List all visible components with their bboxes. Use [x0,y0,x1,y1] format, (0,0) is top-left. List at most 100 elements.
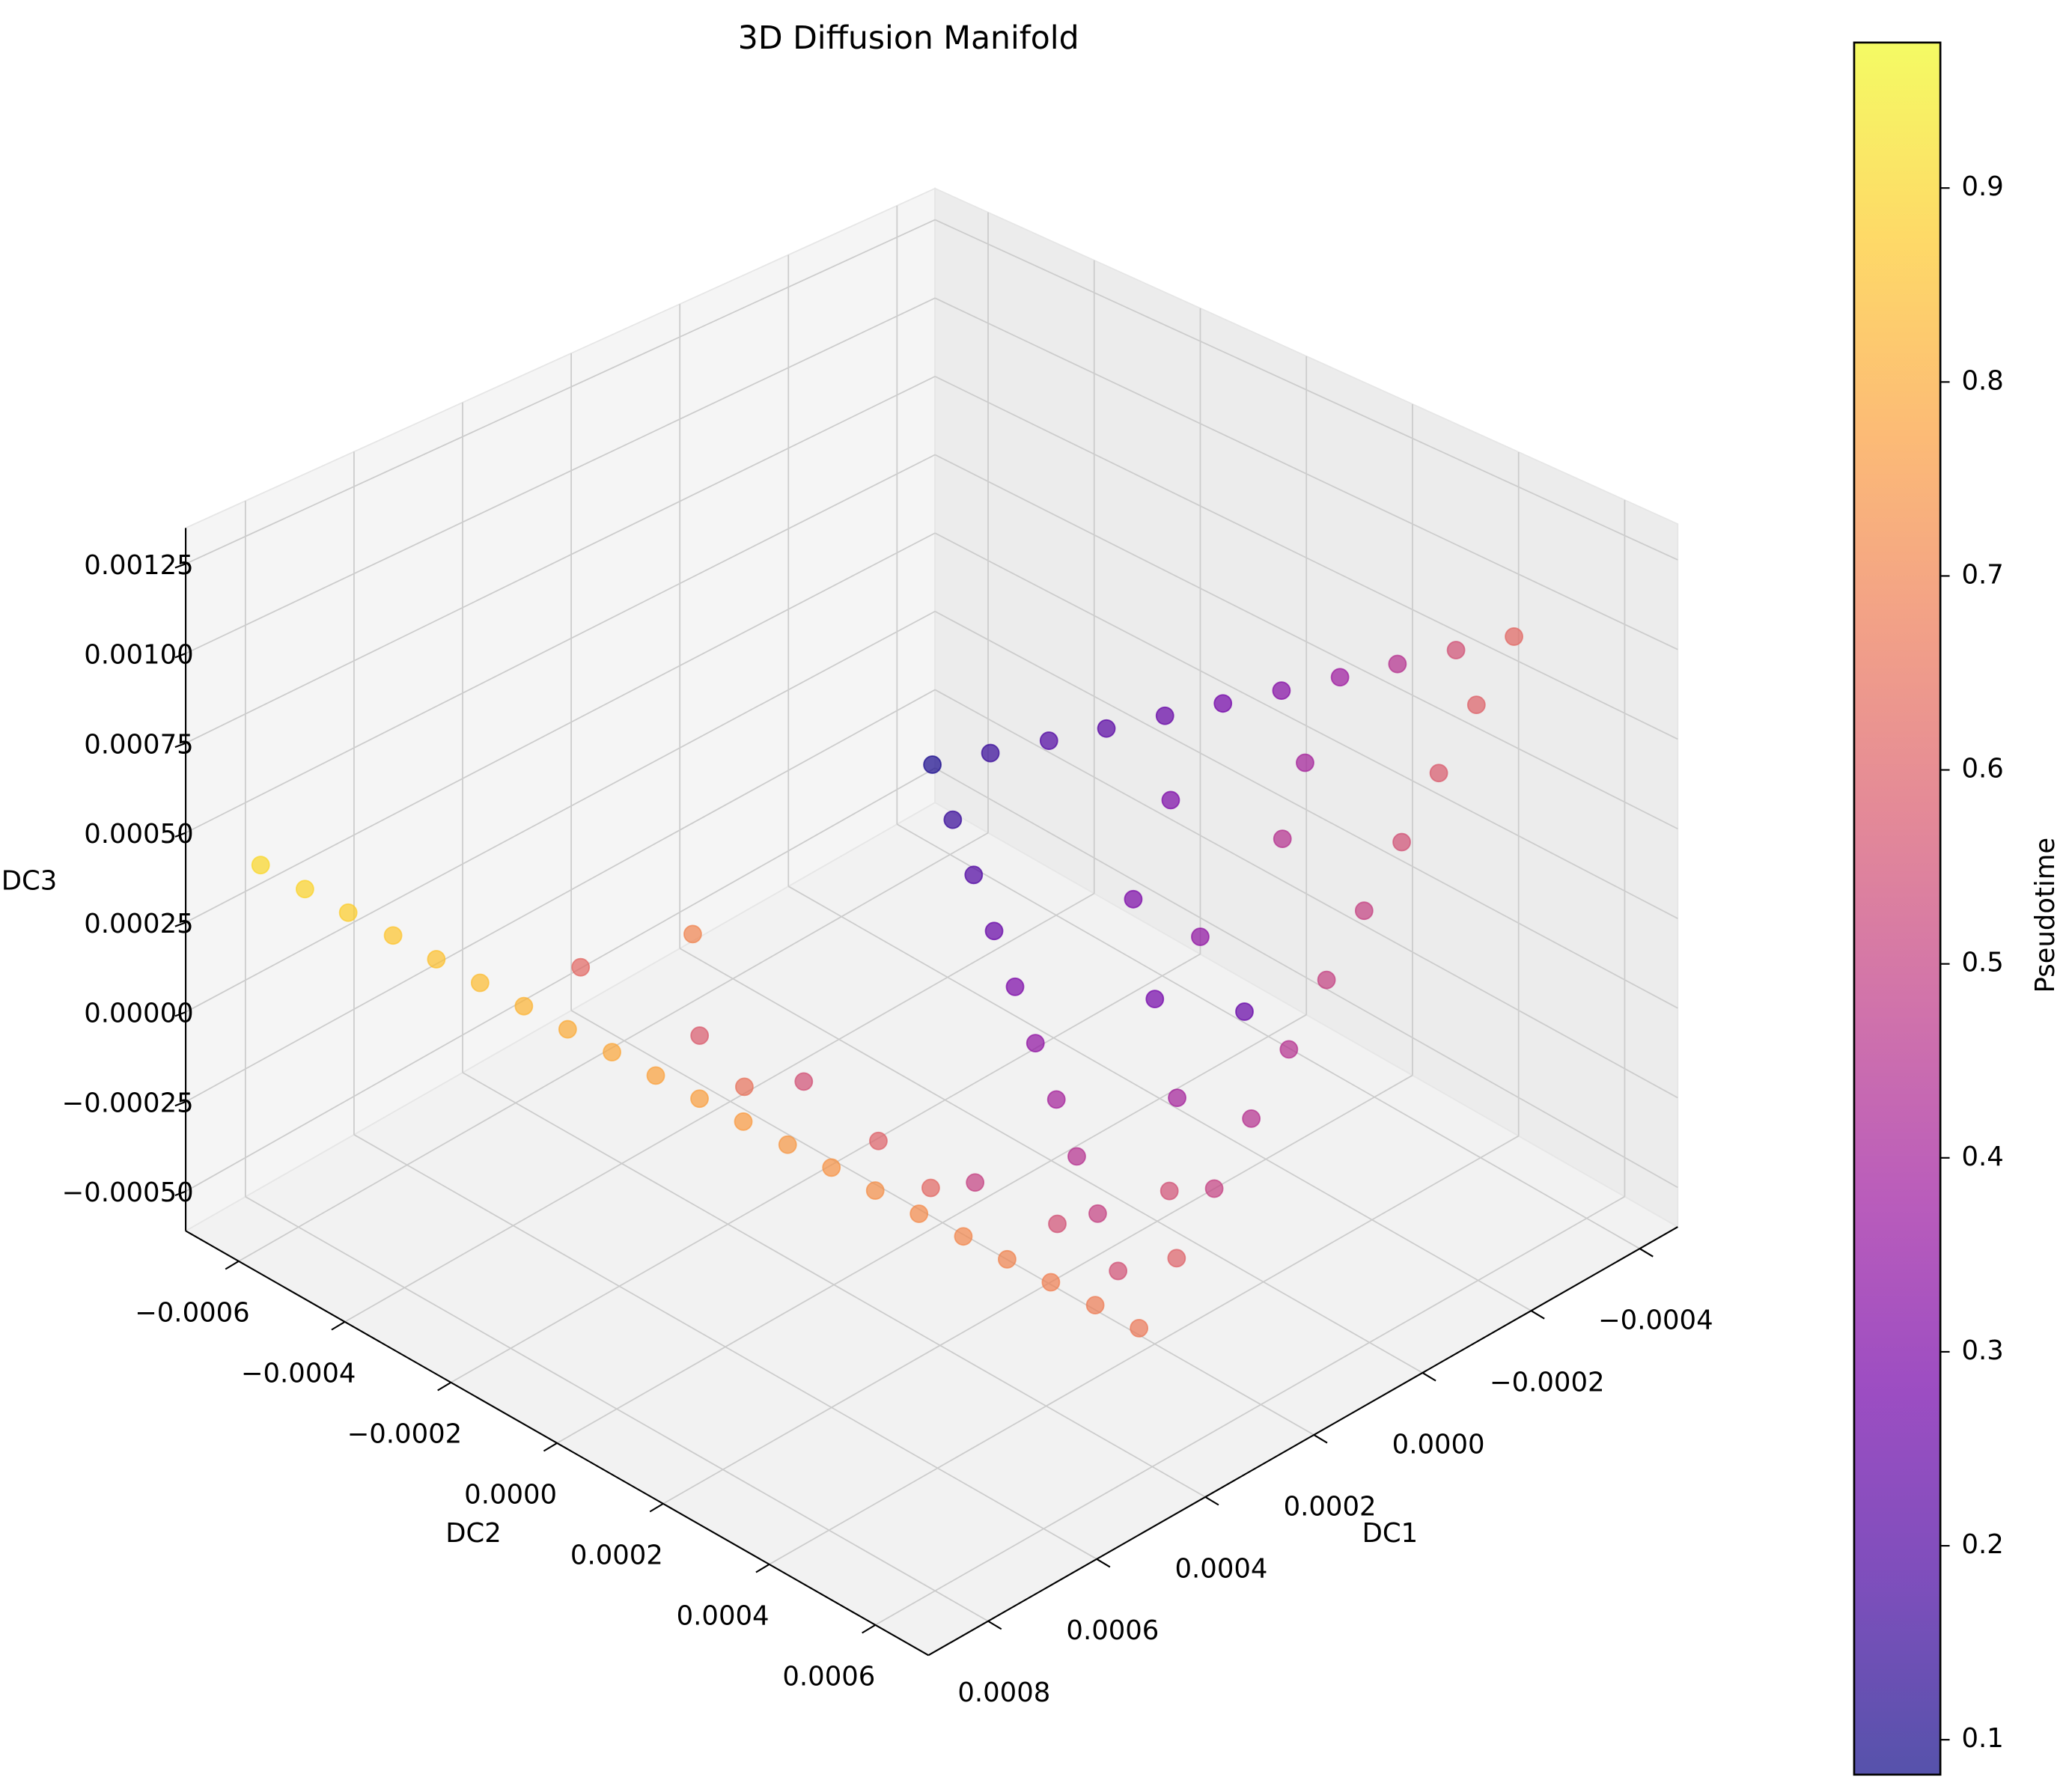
colorbar-tick-label: 0.2 [1961,1529,2003,1560]
point [1067,1147,1086,1166]
colorbar-tick-label: 0.6 [1961,754,2003,784]
y-tick [649,1502,664,1513]
grid-line [769,1135,1520,1565]
x-tick [987,1620,1002,1630]
point [427,950,446,969]
y-tick-label: 0.0000 [464,1480,557,1511]
x-tick-label: −0.0004 [1598,1305,1713,1336]
point [794,1072,814,1091]
grid-line [934,689,1678,1099]
grid-line [934,610,1678,1009]
point [1505,627,1523,646]
point [1085,1296,1105,1315]
z-tick-label: 0.00050 [84,819,193,850]
points [251,627,1523,1338]
point [1046,1090,1066,1109]
point [1155,706,1174,725]
x-tick-label: 0.0004 [1174,1553,1267,1584]
point [909,1204,929,1223]
point [1429,764,1448,783]
point [1041,1273,1061,1292]
x-tick [1530,1310,1545,1320]
y-tick-label: −0.0004 [241,1359,356,1389]
grid-line [934,454,1678,830]
colorbar-label: Pseudotime [2030,838,2061,993]
point [1279,1040,1299,1059]
grid-line [934,532,1678,919]
colorbar: 0.1 0.2 0.3 0.4 0.5 0.6 0.7 0.8 0.9 [1853,41,2004,1776]
point [1048,1214,1067,1234]
x-tick [1313,1434,1328,1444]
point [1213,694,1233,713]
grid-line [934,219,1678,561]
point [921,1178,940,1198]
x-axis-title: DC1 [1362,1518,1419,1549]
grid-line [185,454,936,834]
z-axis-title: DC3 [1,865,58,896]
grid-line [934,376,1678,740]
z-tick [174,832,186,838]
z-tick [174,1100,186,1107]
point [964,865,984,885]
y-tick-label: 0.0006 [782,1662,875,1692]
z-tick [174,1011,186,1017]
grid-line [556,1014,1307,1444]
point [1272,681,1291,701]
point [1005,977,1025,996]
y-tick-label: 0.0004 [677,1601,770,1632]
point [1330,668,1350,687]
point [1160,1181,1179,1201]
point [690,1026,710,1045]
grid-line [185,532,936,924]
point [1354,901,1374,921]
point [1109,1261,1128,1281]
point [1242,1109,1261,1128]
grid-line [344,892,1095,1323]
point [470,973,490,993]
z-tick [174,653,186,659]
colorbar-tick-label: 0.4 [1961,1142,2003,1172]
colorbar-tick-label: 0.9 [1961,171,2003,202]
z-tick-label: 0.00075 [84,729,193,760]
point [943,810,963,829]
point [1130,1318,1149,1338]
point [1097,719,1116,738]
y-tick [543,1442,558,1452]
x-tick [1096,1558,1111,1568]
y-tick-label: −0.0002 [347,1419,463,1450]
point [1088,1204,1107,1223]
point [966,1173,985,1192]
point [690,1089,709,1109]
point [1388,654,1407,674]
grid-line [934,297,1678,650]
point [1446,641,1466,659]
point [1273,829,1292,849]
point [954,1227,973,1246]
point [735,1077,754,1097]
z-tick-label: 0.00025 [84,909,193,939]
grid-line [185,689,936,1103]
grid-line [662,1074,1413,1505]
x-tick-label: 0.0008 [957,1677,1050,1708]
point [1204,1179,1224,1198]
point [338,903,358,922]
y-tick-label: 0.0002 [570,1540,663,1571]
y-tick [331,1320,346,1331]
grid-line [185,297,936,654]
z-tick-label: 0.00125 [84,550,193,581]
point [646,1066,665,1085]
x-tick-label: 0.0006 [1066,1615,1159,1646]
point [923,755,942,774]
colorbar-fill [1853,41,1942,1776]
grid-line [934,767,1678,1189]
point [571,957,591,977]
point [558,1020,577,1039]
point [1124,889,1143,909]
x-tick [1639,1248,1654,1258]
x-tick-label: 0.0002 [1284,1491,1377,1522]
x-tick [1204,1496,1219,1506]
point [1235,1002,1254,1021]
